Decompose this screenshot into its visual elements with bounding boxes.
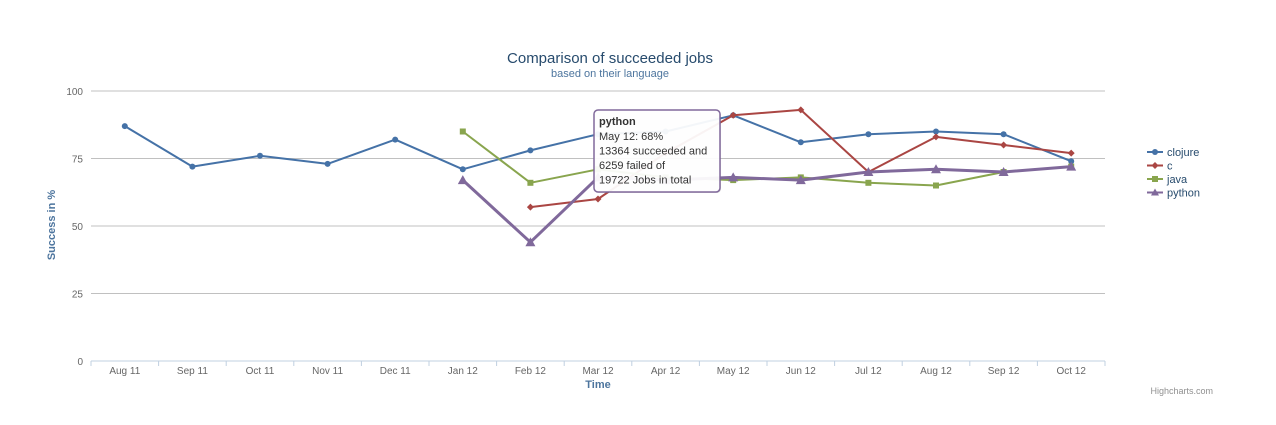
x-tick-label: Apr 12 (651, 366, 681, 377)
series-line-python (461, 165, 1072, 244)
tooltip-header: python (599, 116, 636, 128)
data-point-c[interactable] (526, 203, 534, 211)
chart-subtitle: based on their language (551, 68, 669, 80)
data-point-clojure[interactable] (324, 160, 331, 167)
data-point-python[interactable] (457, 175, 468, 185)
legend-item-java[interactable]: java (1147, 174, 1188, 186)
x-tick-label: Sep 11 (177, 366, 208, 377)
data-point-python[interactable] (728, 172, 739, 182)
legend-marker[interactable] (1151, 188, 1159, 196)
x-tick-label: Oct 11 (246, 366, 275, 377)
data-point-c[interactable] (729, 111, 737, 119)
x-tick-label: Jul 12 (855, 366, 882, 377)
x-tick-label: May 12 (717, 366, 750, 377)
legend-marker[interactable] (1152, 176, 1158, 182)
y-tick-label: 50 (72, 222, 84, 233)
tooltip-line: 13364 succeeded and (599, 146, 707, 158)
chart-title: Comparison of succeeded jobs (507, 50, 713, 67)
legend-label: c (1167, 161, 1173, 173)
y-tick-label: 25 (72, 290, 84, 301)
tooltip-line: 19722 Jobs in total (599, 175, 691, 187)
x-tick-label: Feb 12 (515, 366, 547, 377)
data-point-c[interactable] (1067, 149, 1075, 157)
legend-marker[interactable] (1151, 162, 1159, 169)
x-tick-label: Oct 12 (1056, 366, 1086, 377)
legend-label: java (1166, 174, 1188, 186)
data-point-clojure[interactable] (1000, 131, 1007, 138)
x-tick-label: Sep 12 (988, 366, 1020, 377)
y-tick-label: 75 (72, 155, 84, 166)
x-tick-label: Aug 11 (109, 366, 140, 377)
data-point-python[interactable] (863, 167, 874, 176)
data-point-clojure[interactable] (459, 166, 466, 173)
data-point-clojure[interactable] (797, 139, 804, 146)
x-tick-label: Mar 12 (582, 366, 614, 377)
y-axis-title: Success in % (46, 190, 58, 261)
data-point-clojure[interactable] (865, 131, 872, 138)
data-point-c[interactable] (1000, 141, 1008, 149)
x-tick-label: Nov 11 (312, 366, 343, 377)
y-tick-label: 0 (77, 357, 83, 368)
data-point-c[interactable] (932, 133, 940, 141)
data-point-python[interactable] (931, 164, 941, 174)
legend-label: clojure (1167, 147, 1199, 159)
data-point-java[interactable] (527, 179, 534, 186)
tooltip-line: May 12: 68% (599, 131, 663, 143)
x-tick-label: Jun 12 (786, 366, 816, 377)
x-tick-label: Aug 12 (920, 366, 952, 377)
data-point-clojure[interactable] (121, 123, 128, 130)
legend-label: python (1167, 188, 1200, 200)
data-point-clojure[interactable] (527, 147, 534, 154)
data-point-java[interactable] (865, 179, 872, 186)
legend-item-c[interactable]: c (1147, 161, 1173, 173)
data-point-clojure[interactable] (257, 152, 263, 159)
data-point-c[interactable] (797, 106, 805, 114)
data-point-python[interactable] (1066, 161, 1077, 171)
tooltip-line: 6259 failed of (599, 160, 666, 172)
data-point-java[interactable] (459, 128, 466, 135)
legend-item-clojure[interactable]: clojure (1147, 147, 1199, 159)
data-point-python[interactable] (525, 237, 536, 247)
x-axis: Aug 11 Sep 11 Oct 11 Nov 11 Dec 11 Jan 12 Feb … (90, 360, 1106, 377)
y-axis: 0 25 50 75 100 (66, 87, 83, 368)
data-point-c[interactable] (594, 195, 602, 203)
data-point-python[interactable] (998, 167, 1009, 176)
data-point-clojure[interactable] (392, 136, 399, 143)
data-point-java[interactable] (933, 182, 939, 189)
legend-item-python[interactable]: python (1147, 188, 1200, 200)
tooltip-box (593, 109, 721, 193)
x-tick-label: Jan 12 (448, 366, 478, 377)
data-point-python[interactable] (795, 175, 806, 185)
data-point-clojure[interactable] (933, 128, 939, 135)
y-tick-label: 100 (66, 87, 83, 98)
x-axis-title: Time (585, 379, 610, 391)
credits[interactable]: Highcharts.com (1150, 386, 1213, 396)
x-tick-label: Dec 11 (380, 366, 411, 377)
legend-marker[interactable] (1152, 149, 1158, 155)
tooltip: python May 12: 68% 13364 succeeded and 6259… (593, 109, 721, 193)
data-point-clojure[interactable] (1068, 158, 1075, 165)
data-point-clojure[interactable] (189, 163, 196, 170)
